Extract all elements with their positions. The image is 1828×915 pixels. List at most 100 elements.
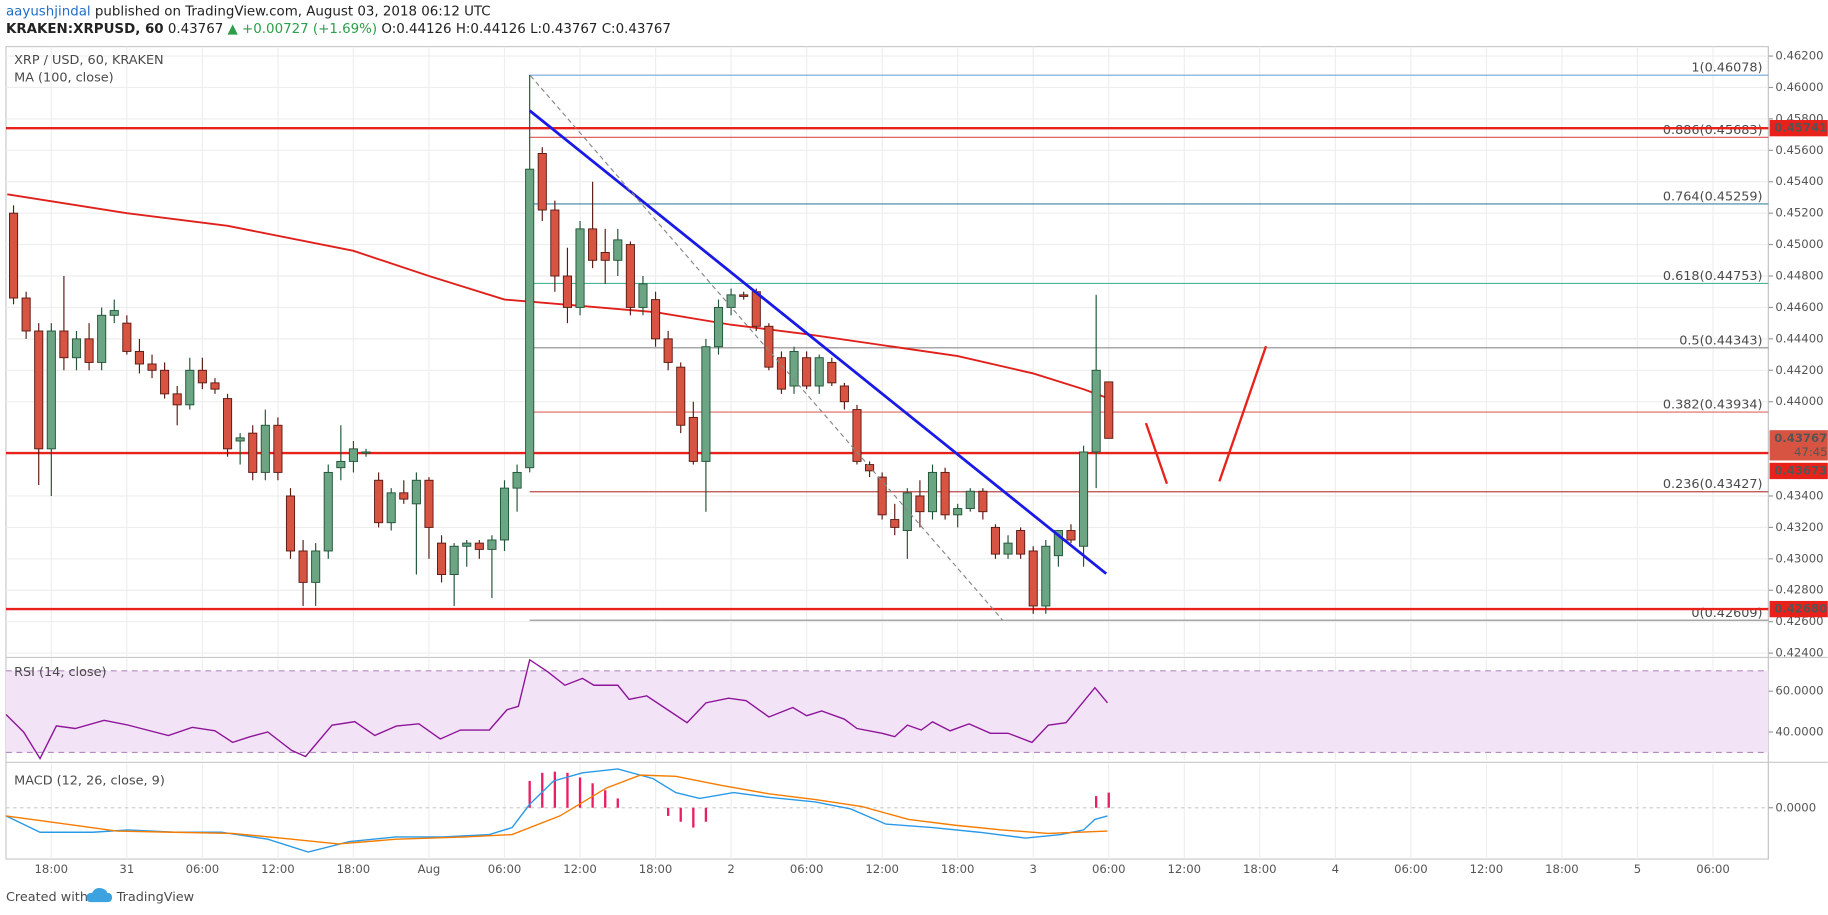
candle-body — [814, 357, 824, 387]
x-tick-label: 06:00 — [1696, 862, 1730, 876]
histogram-bar — [704, 807, 708, 822]
signal-line — [5, 774, 1108, 845]
y-tick-label: 0.45600 — [1775, 143, 1823, 157]
histogram-bar — [604, 790, 607, 808]
candle-body — [172, 393, 182, 406]
candle-body — [902, 492, 912, 532]
x-tick-label: 18:00 — [337, 862, 371, 876]
candle-body — [625, 244, 635, 308]
x-tick-label: 5 — [1634, 862, 1641, 876]
candle-body — [424, 479, 434, 528]
x-tick-label: 12:00 — [261, 862, 295, 876]
candle-body — [248, 432, 258, 473]
candle-body — [726, 294, 736, 308]
candle-body — [688, 416, 698, 462]
candle-body — [336, 460, 346, 469]
y-tick-label: 60.0000 — [1775, 684, 1823, 698]
price: 0.43767 — [168, 22, 223, 37]
y-tick-label: 0.42400 — [1775, 646, 1823, 660]
candle-body — [839, 385, 849, 403]
y-tick-label: 0.44200 — [1775, 363, 1823, 377]
candle-body — [512, 471, 522, 489]
candle-body — [776, 357, 786, 390]
candle-body — [663, 338, 673, 363]
x-tick-label: 06:00 — [186, 862, 220, 876]
candle-body — [311, 550, 321, 583]
pane-title: XRP / USD, 60, KRAKEN — [14, 53, 163, 68]
x-tick-label: 18:00 — [1243, 862, 1277, 876]
candle-body — [122, 322, 132, 352]
price-label-bg — [1769, 600, 1828, 618]
candle-body — [965, 490, 975, 510]
candle-body — [701, 346, 711, 462]
y-tick-label: 0.46000 — [1775, 80, 1823, 94]
x-tick-label: 18:00 — [35, 862, 69, 876]
candle-body — [927, 471, 938, 513]
candle-body — [399, 492, 409, 500]
histogram-bar — [1107, 792, 1110, 808]
histogram-bar — [692, 807, 695, 828]
y-tick-label: 0.46200 — [1775, 49, 1823, 63]
y-tick-label: 0.45000 — [1775, 237, 1823, 251]
candle-body — [1066, 530, 1076, 541]
pane-title: RSI (14, close) — [14, 665, 106, 680]
footer-brand[interactable]: TradingView — [116, 890, 194, 905]
price-label: 0.42680 — [1774, 602, 1827, 616]
x-tick-label: 2 — [727, 862, 734, 876]
histogram-bar — [666, 807, 670, 816]
y-tick-label: 0.42600 — [1775, 614, 1823, 628]
x-tick-label: 12:00 — [865, 862, 899, 876]
candle-body — [953, 508, 963, 516]
histogram-bar — [566, 772, 569, 808]
candle-body — [374, 479, 384, 524]
fib-label: 0.5(0.44343) — [1679, 333, 1762, 348]
candle-body — [638, 283, 648, 308]
rsi-band — [5, 670, 1769, 753]
candle-body — [1079, 451, 1089, 547]
countdown: 47:45 — [1794, 445, 1828, 459]
y-tick-label: 0.43000 — [1775, 551, 1823, 565]
plot-layer: 18:00 31 06:00 12:00 18:00 Aug 06:00 12:00 18:00… — [5, 46, 1828, 876]
candle-body — [223, 398, 233, 450]
candle-body — [827, 361, 837, 384]
candle-body — [537, 152, 547, 211]
candle-body — [915, 495, 925, 513]
x-tick-label: 12:00 — [563, 862, 597, 876]
candle-body — [97, 314, 107, 363]
candle-body — [852, 409, 862, 462]
candle-body — [739, 294, 749, 297]
candle-body — [751, 291, 761, 327]
candle-body — [1028, 550, 1038, 607]
candle-body — [9, 212, 19, 299]
histogram-bar — [578, 777, 582, 808]
candle-body — [764, 325, 774, 368]
projection-drawing — [1144, 422, 1169, 485]
candle-body — [1041, 545, 1051, 607]
histogram-bar — [528, 780, 531, 808]
author-link[interactable]: aayushjindal — [6, 5, 91, 20]
tradingview-logo — [86, 887, 113, 903]
candle-body — [588, 228, 598, 261]
fib-label: 1(0.46078) — [1691, 61, 1762, 76]
ohlc-high: H:0.44126 — [456, 22, 526, 37]
candle-body — [323, 471, 333, 552]
candle-body — [71, 338, 82, 359]
fib-label: 0.382(0.43934) — [1663, 398, 1763, 413]
candle-body — [147, 363, 157, 371]
y-tick-label: 0.45400 — [1775, 174, 1823, 188]
x-tick-label: 06:00 — [488, 862, 522, 876]
candle-body — [877, 476, 887, 516]
x-tick-label: 18:00 — [1545, 862, 1579, 876]
y-tick-label: 0.0000 — [1775, 800, 1816, 814]
y-tick-label: 0.43200 — [1775, 520, 1823, 534]
y-tick-label: 0.45200 — [1775, 206, 1823, 220]
candle-body — [990, 526, 1000, 555]
x-tick-label: 06:00 — [1092, 862, 1126, 876]
candle-body — [713, 306, 724, 348]
y-tick-label: 0.44000 — [1775, 394, 1823, 408]
fib-label: 0.886(0.45683) — [1663, 123, 1763, 138]
rsi-line — [5, 658, 1109, 761]
x-tick-label: 06:00 — [1394, 862, 1428, 876]
symbol: KRAKEN:XRPUSD, 60 — [6, 22, 164, 37]
